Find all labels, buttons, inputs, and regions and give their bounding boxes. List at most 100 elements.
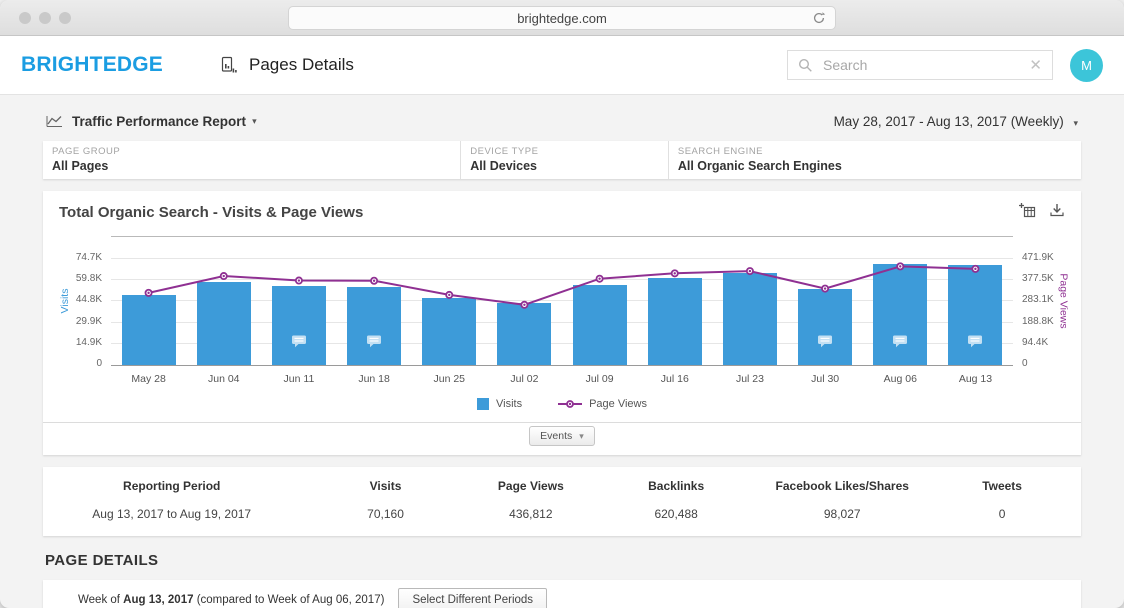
search-input[interactable] xyxy=(821,56,1022,74)
window-zoom-icon[interactable] xyxy=(59,11,71,24)
window-minimize-icon[interactable] xyxy=(39,11,51,24)
week-prefix: Week of xyxy=(78,594,124,606)
visits-bar-jul-30[interactable] xyxy=(798,289,853,365)
visits-bar-jun-04[interactable] xyxy=(196,281,251,365)
bar-slot xyxy=(788,237,863,365)
filter-search-engine[interactable]: SEARCH ENGINE All Organic Search Engines xyxy=(667,141,1081,179)
filter-device-type[interactable]: DEVICE TYPE All Devices xyxy=(460,141,668,179)
visits-bar-jun-11[interactable] xyxy=(271,285,326,365)
right-axis-tick: 94.4K xyxy=(1022,336,1049,348)
x-axis-tick: Jun 04 xyxy=(207,373,240,385)
filter-label: SEARCH ENGINE xyxy=(677,146,764,157)
x-axis-tick: Jul 16 xyxy=(660,373,689,385)
close-icon[interactable]: ✕ xyxy=(1029,56,1042,74)
week-suffix: (compared to Week of Aug 06, 2017) xyxy=(193,594,385,606)
annotation-icon[interactable] xyxy=(818,335,833,353)
annotation-icon[interactable] xyxy=(893,335,908,353)
gridline xyxy=(111,258,1013,259)
table-header-reporting-period: Reporting Period xyxy=(123,479,221,493)
visits-bar-aug-06[interactable] xyxy=(873,263,928,365)
x-axis-tick: Aug 13 xyxy=(958,373,993,385)
visits-bar-may-28[interactable] xyxy=(121,294,176,365)
table-cell: 98,027 xyxy=(823,507,861,521)
table-header-backlinks: Backlinks xyxy=(648,479,705,493)
bar-slot xyxy=(938,237,1013,365)
x-axis-tick: Jul 09 xyxy=(585,373,614,385)
left-axis-tick: 0 xyxy=(96,358,102,369)
chart-area: Visits Page Views 0 0 14.9K 94.4K 29.9K 188.8… xyxy=(59,236,1069,369)
bar-slot xyxy=(863,237,938,365)
left-axis-title: Visits xyxy=(59,288,71,314)
pages-report-icon xyxy=(221,56,237,72)
right-axis-tick: 283.1K xyxy=(1022,294,1054,306)
app-header: BRIGHTEDGE Pages Details ✕ M xyxy=(0,36,1124,95)
report-selector-bar: Traffic Performance Report ▾ May 28, 201… xyxy=(43,95,1081,141)
chart-plot: Visits Page Views 0 0 14.9K 94.4K 29.9K 188.8… xyxy=(59,236,1069,369)
page-details-heading: PAGE DETAILS xyxy=(45,552,159,569)
visits-bar-jun-18[interactable] xyxy=(347,286,402,365)
filter-label: DEVICE TYPE xyxy=(470,146,539,157)
bar-slot xyxy=(412,237,487,365)
events-button[interactable]: Events ▾ xyxy=(529,426,595,446)
window-controls[interactable] xyxy=(19,11,71,24)
filter-value: All Organic Search Engines xyxy=(677,159,842,173)
download-icon[interactable] xyxy=(1049,203,1065,223)
summary-table-card: Reporting Period Visits Page Views Backlink… xyxy=(43,467,1081,536)
events-button-label: Events xyxy=(540,430,573,442)
select-different-periods-button[interactable]: Select Different Periods xyxy=(398,588,548,608)
x-axis-tick: Jun 18 xyxy=(358,373,390,385)
left-axis-tick: 29.9K xyxy=(75,315,102,327)
legend-item-visits[interactable]: Visits xyxy=(477,398,522,410)
visits-bar-jul-23[interactable] xyxy=(722,273,777,365)
bar-slot xyxy=(186,237,261,365)
date-range-selector[interactable]: May 28, 2017 - Aug 13, 2017 (Weekly) ▾ xyxy=(834,114,1078,129)
visits-bar-jul-02[interactable] xyxy=(497,302,552,365)
add-to-dashboard-icon[interactable] xyxy=(1019,203,1036,223)
filter-value: All Devices xyxy=(470,159,537,173)
legend-item-page-views[interactable]: Page Views xyxy=(558,398,647,410)
left-axis-tick: 14.9K xyxy=(75,336,102,348)
brightedge-logo[interactable]: BRIGHTEDGE xyxy=(21,53,164,76)
window-close-icon[interactable] xyxy=(19,11,31,24)
annotation-icon[interactable] xyxy=(291,335,306,353)
bar-slot xyxy=(562,237,637,365)
table-header-page-views: Page Views xyxy=(497,479,564,493)
annotation-icon[interactable] xyxy=(367,335,382,353)
x-axis-tick: May 28 xyxy=(131,373,166,385)
filter-label: PAGE GROUP xyxy=(52,146,121,157)
avatar[interactable]: M xyxy=(1070,48,1103,82)
address-bar[interactable]: brightedge.com xyxy=(288,6,836,30)
gridline xyxy=(111,342,1013,344)
filter-bar: PAGE GROUP All Pages DEVICE TYPE All Device… xyxy=(43,141,1081,179)
visits-bar-jul-16[interactable] xyxy=(647,278,702,365)
search-box[interactable]: ✕ xyxy=(787,50,1053,80)
page-title-group: Pages Details xyxy=(219,55,354,75)
report-title[interactable]: Traffic Performance Report xyxy=(72,114,247,129)
left-axis-tick: 59.8K xyxy=(75,273,102,285)
visits-bar-aug-13[interactable] xyxy=(948,265,1003,365)
filter-value: All Pages xyxy=(52,159,109,173)
annotation-icon[interactable] xyxy=(968,335,983,353)
left-axis-tick: 74.7K xyxy=(75,252,102,263)
table-cell: 70,160 xyxy=(367,507,404,521)
x-axis-tick: Jul 30 xyxy=(811,373,840,385)
legend-label: Visits xyxy=(496,398,523,410)
table-cell: 0 xyxy=(998,507,1006,521)
visits-bar-jun-25[interactable] xyxy=(422,298,477,365)
legend-label: Page Views xyxy=(589,398,647,410)
page-title: Pages Details xyxy=(249,55,354,74)
chevron-down-icon[interactable]: ▾ xyxy=(252,116,257,126)
visits-bar-jul-09[interactable] xyxy=(572,285,627,365)
reload-icon[interactable] xyxy=(812,11,826,25)
page-content: Traffic Performance Report ▾ May 28, 201… xyxy=(0,95,1124,608)
right-axis-tick: 377.5K xyxy=(1022,273,1054,285)
gridline xyxy=(111,321,1013,323)
right-axis-title: Page Views xyxy=(1057,273,1069,329)
bar-slot xyxy=(487,237,562,365)
summary-table: Reporting Period Visits Page Views Backlink… xyxy=(43,467,1081,536)
visits-swatch-icon xyxy=(477,398,489,410)
date-range-text: May 28, 2017 - Aug 13, 2017 (Weekly) xyxy=(833,114,1064,129)
filter-page-group[interactable]: PAGE GROUP All Pages xyxy=(43,141,460,179)
chevron-down-icon: ▾ xyxy=(579,430,584,441)
